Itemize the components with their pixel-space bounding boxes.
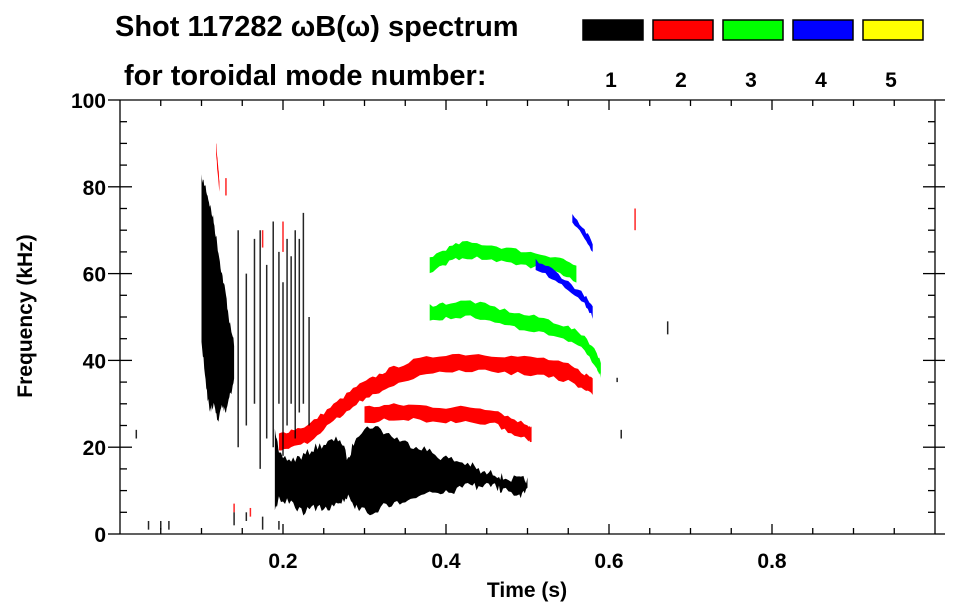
x-tick-label: 0.2 (268, 550, 297, 573)
legend-label-mode-5: 5 (885, 69, 897, 92)
band-n1-early-broadband (201, 174, 235, 422)
plot-area (135, 143, 669, 530)
trace-n3-middle (429, 300, 601, 378)
legend-swatch-mode-4 (792, 19, 854, 41)
x-tick-label: 0.4 (431, 550, 461, 573)
y-tick-label: 20 (83, 437, 106, 460)
y-tick-label: 100 (71, 90, 106, 113)
legend-label-mode-2: 2 (675, 69, 687, 92)
trace-n2-upper (278, 353, 593, 451)
y-tick-label: 0 (94, 524, 106, 547)
y-tick-label: 40 (83, 350, 106, 373)
trace-n4-upper (572, 214, 593, 252)
trace-n3-upper (429, 240, 577, 283)
legend-swatch-mode-1 (582, 19, 644, 41)
chart-title: Shot 117282 ωB(ω) spectrum (115, 11, 519, 43)
legend-swatch-mode-5 (862, 19, 924, 41)
trace-n2-early (216, 143, 220, 192)
trace-n2-lower (364, 403, 532, 443)
y-tick-label: 60 (83, 264, 106, 287)
axes: 0.2 0.4 0.6 0.8 0 20 40 60 80 100 (71, 90, 945, 573)
y-tick-label: 80 (83, 177, 106, 200)
band-n1-main (274, 426, 528, 516)
legend-swatch-mode-3 (722, 19, 784, 41)
legend-label-mode-1: 1 (605, 69, 617, 92)
x-axis-label: Time (s) (487, 579, 567, 602)
legend-swatch-mode-2 (652, 19, 714, 41)
x-tick-label: 0.6 (594, 550, 623, 573)
x-tick-label: 0.8 (757, 550, 787, 573)
legend-label-mode-3: 3 (745, 69, 757, 92)
trace-n4-lower (535, 258, 593, 319)
legend: 1 2 3 4 5 (582, 19, 924, 92)
legend-label-mode-4: 4 (815, 69, 827, 92)
chart-subtitle: for toroidal mode number: (124, 60, 487, 92)
y-axis-label: Frequency (kHz) (14, 234, 37, 397)
